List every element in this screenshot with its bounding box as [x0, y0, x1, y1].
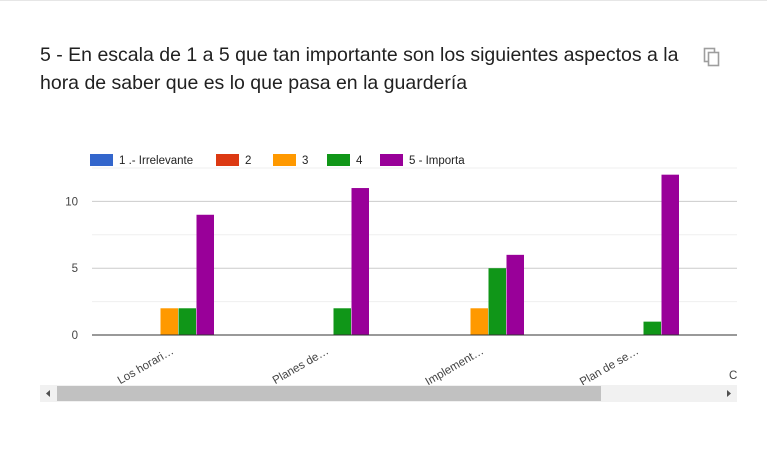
legend-swatch	[90, 154, 113, 166]
scrollbar-thumb[interactable]	[57, 386, 601, 401]
legend-label: 1 .- Irrelevante	[119, 155, 193, 167]
bar	[196, 214, 214, 335]
bar	[661, 174, 679, 335]
bar	[488, 268, 506, 335]
bar	[160, 308, 178, 335]
legend-swatch	[380, 154, 403, 166]
bar	[506, 254, 524, 335]
scroll-right-arrow-icon	[727, 390, 731, 397]
y-tick-label: 0	[72, 330, 78, 342]
top-border	[0, 0, 767, 1]
bar	[643, 321, 661, 335]
bar	[333, 308, 351, 335]
legend-label: 4	[356, 155, 363, 167]
legend-label: 3	[302, 155, 308, 167]
scroll-right-button[interactable]	[720, 385, 737, 402]
chart-area: 0 5 10 Los horari… Planes de… Implement… Plan …	[40, 140, 737, 385]
x-tick-label: Planes de…	[271, 345, 331, 385]
bar	[351, 188, 369, 335]
question-title: 5 - En escala de 1 a 5 que tan important…	[40, 44, 679, 94]
x-tick-label-clipped: C	[729, 370, 737, 382]
scroll-left-arrow-icon	[46, 390, 50, 397]
horizontal-scrollbar[interactable]	[40, 385, 737, 402]
scroll-left-button[interactable]	[40, 385, 57, 402]
copy-button[interactable]	[700, 44, 726, 70]
x-tick-label: Los horari…	[116, 345, 176, 385]
x-tick-label: Implement…	[424, 345, 486, 385]
y-tick-label: 10	[65, 196, 78, 208]
bar	[470, 308, 488, 335]
legend-swatch	[273, 154, 296, 166]
legend-label: 2	[245, 155, 251, 167]
x-tick-label: Plan de se…	[578, 345, 641, 385]
bar-chart: 0 5 10 Los horari… Planes de… Implement… Plan …	[65, 154, 737, 385]
y-tick-label: 5	[72, 263, 78, 275]
copy-icon	[703, 47, 720, 67]
legend-label: 5 - Importa	[409, 155, 465, 167]
bar	[178, 308, 196, 335]
legend-swatch	[216, 154, 239, 166]
legend-swatch	[327, 154, 350, 166]
